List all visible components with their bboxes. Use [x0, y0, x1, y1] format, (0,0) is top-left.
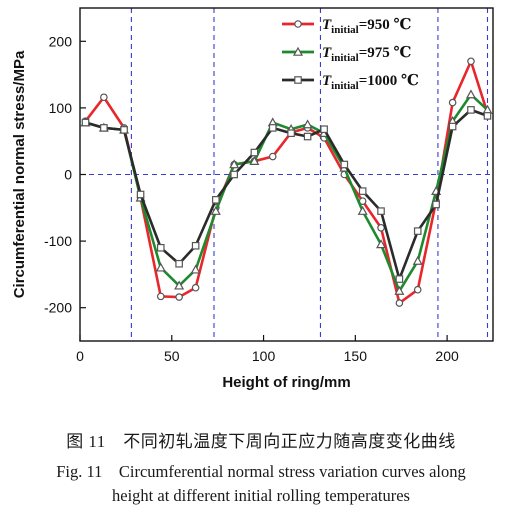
- data-point: [358, 187, 367, 195]
- y-tick-label: 100: [49, 100, 73, 116]
- data-point: [81, 118, 90, 127]
- data-point: [229, 159, 240, 169]
- x-tick-label: 200: [435, 348, 459, 364]
- legend-label: Tinitial=975 ℃: [322, 45, 411, 64]
- data-point: [448, 98, 457, 107]
- y-tick-label: -100: [44, 233, 72, 249]
- legend-entry-2: Tinitial=975 ℃: [282, 45, 411, 64]
- data-point: [465, 89, 476, 99]
- x-tick-label: 0: [76, 348, 84, 364]
- data-point: [100, 124, 108, 132]
- data-point: [191, 241, 200, 250]
- caption-chinese: 图 11 不同初轧温度下周向正应力随高度变化曲线: [66, 432, 456, 451]
- x-tick-label: 100: [252, 348, 276, 364]
- data-point: [250, 148, 259, 157]
- data-point: [483, 112, 492, 120]
- series-layer: [80, 57, 493, 307]
- legend-label: Tinitial=1000 ℃: [322, 73, 419, 92]
- data-point: [175, 259, 183, 268]
- data-point: [320, 125, 328, 134]
- data-point: [467, 57, 475, 66]
- legend-marker: [294, 20, 302, 28]
- data-point: [156, 243, 165, 252]
- series-line: [85, 93, 489, 293]
- data-point: [448, 122, 457, 131]
- series-3: [81, 106, 492, 283]
- x-tick-label: 150: [344, 348, 368, 364]
- data-point: [394, 285, 405, 295]
- data-point: [413, 227, 422, 235]
- legend-entry-3: Tinitial=1000 ℃: [282, 73, 419, 92]
- data-point: [156, 292, 165, 301]
- caption-english-line-2: height at different initial rolling temp…: [112, 486, 410, 505]
- data-point: [191, 283, 200, 292]
- data-point: [212, 196, 220, 204]
- series-1: [81, 57, 492, 307]
- data-point: [377, 223, 385, 232]
- data-point: [395, 299, 404, 307]
- y-axis-title: Circumferential normal stress/MPa: [11, 50, 28, 298]
- y-tick-label: -200: [44, 300, 72, 316]
- data-point: [467, 106, 475, 114]
- caption-english-line-1: Fig. 11 Circumferential normal stress va…: [56, 462, 466, 481]
- data-point: [377, 207, 385, 215]
- y-tick-label: 200: [49, 33, 73, 49]
- x-axis-title: Height of ring/mm: [222, 374, 350, 391]
- data-point: [230, 170, 238, 179]
- data-point: [120, 126, 128, 134]
- data-point: [174, 280, 185, 290]
- legend-label: Tinitial=950 ℃: [322, 17, 411, 36]
- data-point: [413, 285, 422, 294]
- legend-entry-1: Tinitial=950 ℃: [282, 17, 411, 36]
- data-point: [136, 190, 145, 199]
- data-point: [175, 293, 183, 301]
- data-point: [432, 200, 440, 209]
- data-point: [100, 93, 108, 102]
- data-point: [268, 152, 277, 161]
- y-tick-label: 0: [64, 167, 72, 183]
- axis-ticks: 0 50 100 150 200 -200 -100 0 100 200: [44, 33, 459, 364]
- data-point: [210, 205, 221, 215]
- data-point: [190, 264, 201, 274]
- data-point: [287, 129, 295, 138]
- legend-marker: [292, 46, 304, 56]
- series-line: [85, 108, 488, 281]
- legend-marker: [294, 76, 302, 84]
- data-point: [357, 205, 368, 215]
- legend: Tinitial=950 ℃ Tinitial=975 ℃ Tinitial=100…: [282, 17, 419, 92]
- data-point: [395, 275, 404, 283]
- data-point: [268, 124, 277, 132]
- data-point: [302, 119, 313, 129]
- data-point: [376, 239, 387, 249]
- reference-lines: [80, 8, 493, 341]
- stress-height-chart: 0 50 100 150 200 -200 -100 0 100 200 Height of ri…: [11, 7, 494, 391]
- data-point: [249, 155, 260, 165]
- x-tick-label: 50: [164, 348, 180, 364]
- data-point: [155, 262, 166, 272]
- series-line: [84, 59, 489, 305]
- data-point: [412, 255, 423, 265]
- data-point: [303, 132, 312, 141]
- data-point: [340, 160, 349, 169]
